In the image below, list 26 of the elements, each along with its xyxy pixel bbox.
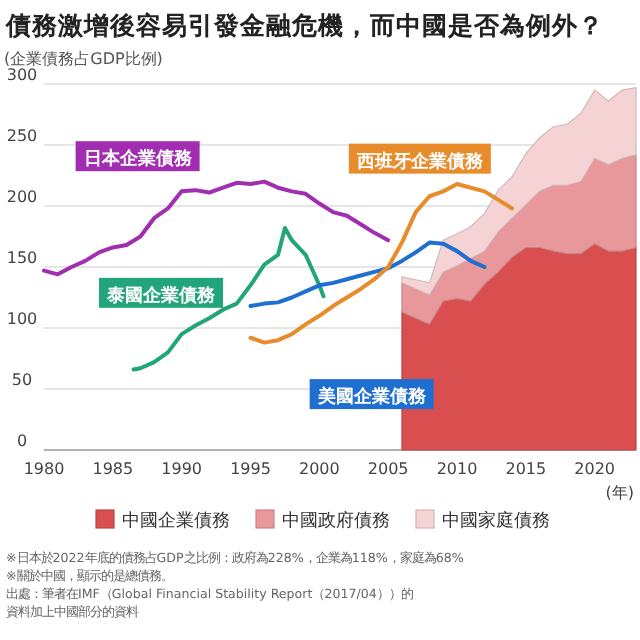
x-tick-label: 1980 [23, 460, 65, 478]
y-tick-label: 0 [16, 432, 28, 450]
x-tick-label: 2005 [367, 460, 409, 478]
x-tick-label: 2020 [574, 460, 616, 478]
y-tick-label: 100 [6, 310, 38, 328]
x-tick-label: 2015 [505, 460, 547, 478]
series-label: 日本企業債務 [83, 148, 194, 171]
chart-title: 債務激增後容易引發金融危機，而中國是否為例外？ [4, 10, 604, 40]
text: 美國企業債務 [315, 386, 428, 409]
x-axis-title: (年) [605, 484, 634, 502]
y-tick-label: 300 [6, 66, 38, 84]
x-tick-label: 1995 [230, 460, 271, 478]
y-tick-label: 150 [6, 249, 38, 267]
y-axis-title: (企業債務占GDP比例) [4, 50, 163, 68]
legend-label: 中國政府債務 [282, 510, 390, 532]
legend-label: 中國家庭債務 [442, 510, 550, 532]
x-tick-label: 1985 [92, 460, 134, 478]
y-tick-label: 250 [6, 127, 38, 145]
legend-label: 中國企業債務 [122, 510, 230, 532]
series-label: 西班牙企業債務 [354, 150, 485, 173]
y-tick-label: 50 [11, 371, 33, 389]
x-tick-label: 1990 [161, 460, 203, 478]
x-tick-label: 2010 [436, 460, 478, 478]
series-label: 泰國企業債務 [105, 284, 218, 307]
y-tick-label: 200 [6, 188, 38, 206]
x-tick-label: 2000 [298, 460, 340, 478]
